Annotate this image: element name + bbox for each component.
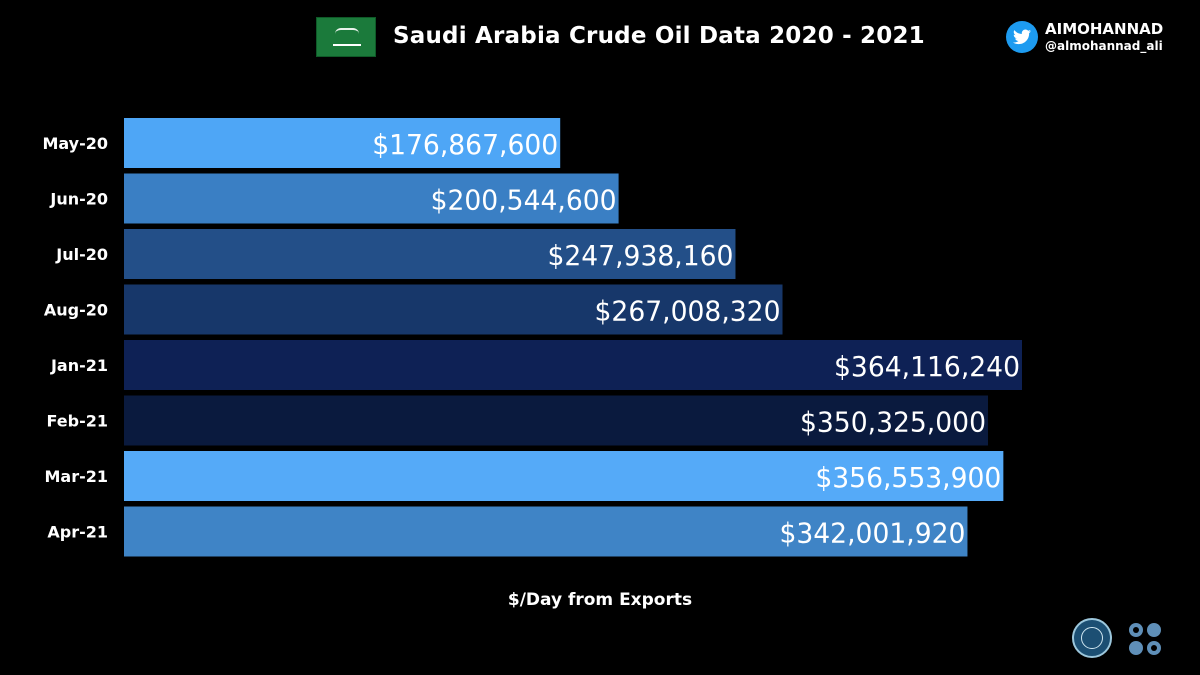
data-label-jun-20: $200,544,600 [431, 184, 617, 217]
data-label-feb-21: $350,325,000 [800, 406, 986, 439]
bar-chart: May-20 $176,867,600 Jun-20 $200,544,600 Jul-… [42, 118, 1022, 557]
data-label-aug-20: $267,008,320 [595, 295, 781, 328]
header: Saudi Arabia Crude Oil Data 2020 - 2021 … [0, 14, 1200, 62]
data-label-jul-20: $247,938,160 [547, 239, 733, 272]
x-axis-label: $/Day from Exports [507, 590, 693, 610]
tick-label-jul-20: Jul-20 [55, 245, 108, 264]
data-label-jan-21: $364,116,240 [834, 350, 1020, 383]
tick-label-apr-21: Apr-21 [47, 523, 108, 542]
bar-may-20 [124, 118, 561, 168]
saudi-flag-icon [316, 17, 376, 57]
chart-title: Saudi Arabia Crude Oil Data 2020 - 2021 [393, 23, 925, 49]
twitter-bird-icon [1006, 21, 1038, 53]
opec-logo-icon [1129, 623, 1161, 655]
bar-feb-21 [124, 395, 988, 446]
bar-aug-20 [124, 284, 783, 335]
author-name: AIMOHANNAD [1045, 20, 1164, 38]
author-handle: @almohannad_ali [1045, 39, 1163, 53]
bar-apr-21 [124, 506, 968, 557]
data-label-apr-21: $342,001,920 [779, 517, 965, 550]
bar-jan-21 [124, 340, 1022, 390]
tick-label-jun-20: Jun-20 [49, 190, 108, 209]
tick-label-jan-21: Jan-21 [50, 356, 108, 375]
tick-label-mar-21: Mar-21 [44, 467, 108, 486]
bar-jul-20 [124, 229, 736, 279]
tick-label-aug-20: Aug-20 [44, 301, 108, 320]
tick-label-may-20: May-20 [42, 134, 108, 153]
data-label-mar-21: $356,553,900 [815, 461, 1001, 494]
data-label-may-20: $176,867,600 [372, 128, 558, 161]
tick-label-feb-21: Feb-21 [47, 412, 109, 431]
bar-mar-21 [124, 451, 1004, 501]
bar-jun-20 [124, 173, 619, 224]
ministry-seal-icon [1072, 618, 1112, 658]
